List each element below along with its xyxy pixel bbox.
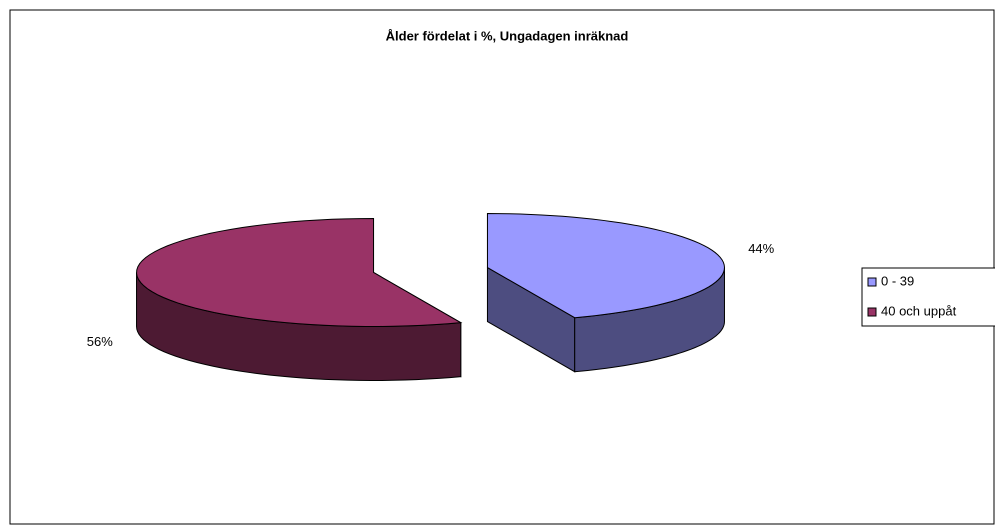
slice [486, 213, 725, 373]
legend-box [861, 267, 995, 327]
data-label: 44% [748, 241, 774, 256]
pie [136, 213, 725, 381]
chart-title: Ålder fördelat i %, Ungadagen inräknad [386, 28, 629, 43]
legend-label: 40 och uppåt [881, 303, 957, 318]
slice [136, 217, 463, 381]
legend-swatch [867, 277, 877, 287]
slice-top [136, 217, 463, 327]
data-label: 56% [87, 334, 113, 349]
legend-label: 0 - 39 [881, 273, 914, 288]
slice-top [486, 213, 725, 319]
legend-swatch [867, 307, 877, 317]
